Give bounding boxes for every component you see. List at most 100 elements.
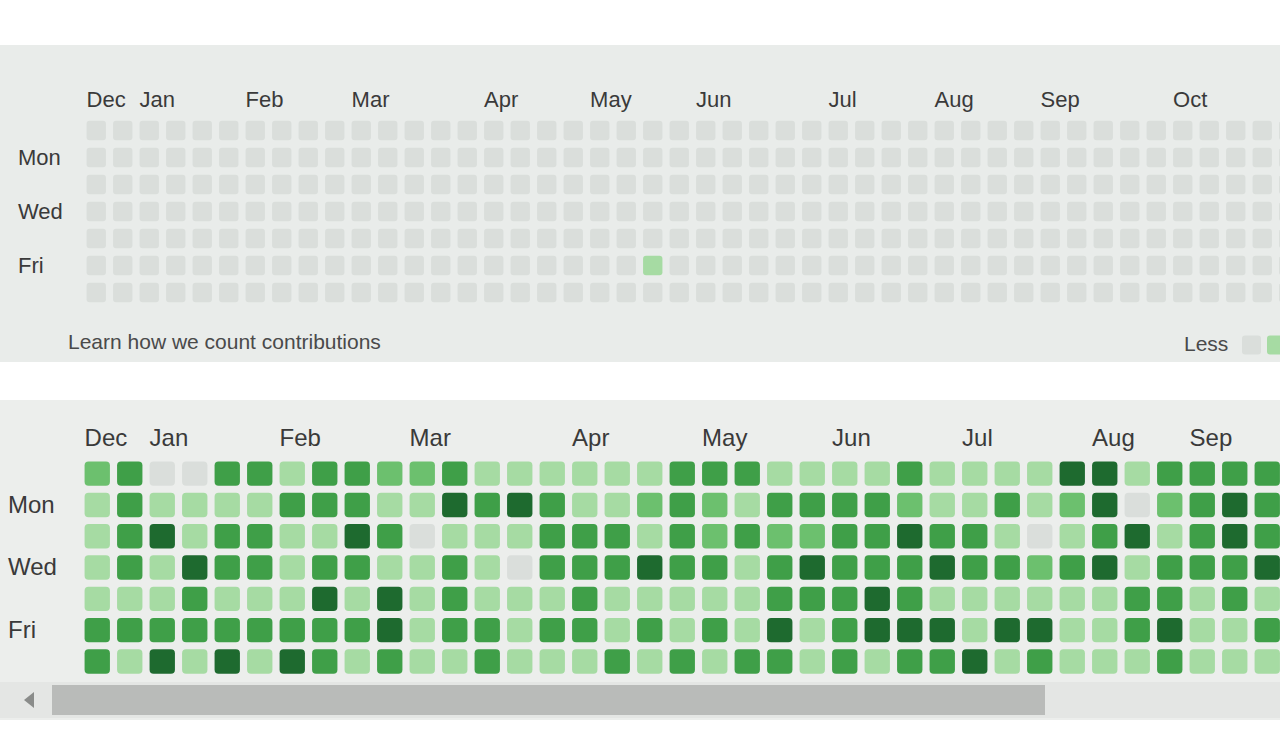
contribution-cell bbox=[1147, 202, 1166, 222]
month-tick: Jun bbox=[696, 87, 731, 112]
contribution-cell bbox=[247, 618, 272, 642]
contribution-cell bbox=[776, 229, 795, 249]
contribution-cell bbox=[1060, 618, 1085, 642]
contribution-cell bbox=[182, 555, 207, 579]
contribution-cell bbox=[537, 229, 556, 249]
contribution-cell bbox=[312, 649, 337, 673]
contribution-cell bbox=[564, 256, 583, 276]
contribution-cell bbox=[767, 555, 792, 579]
contribution-cell bbox=[1060, 555, 1085, 579]
contribution-cell bbox=[484, 229, 503, 249]
scrollbar-track[interactable] bbox=[0, 682, 1280, 718]
contribution-cell bbox=[475, 649, 500, 673]
contribution-cell bbox=[113, 175, 132, 195]
contribution-cell bbox=[507, 649, 532, 673]
contribution-cell bbox=[272, 121, 291, 141]
contribution-cell bbox=[511, 175, 530, 195]
day-label: Mon bbox=[8, 491, 55, 518]
contribution-cell bbox=[377, 524, 402, 548]
contribution-cell bbox=[1255, 555, 1280, 579]
contribution-cell bbox=[1157, 649, 1182, 673]
contribution-cell bbox=[802, 202, 821, 222]
contribution-cell bbox=[1279, 229, 1280, 249]
contribution-cell bbox=[507, 524, 532, 548]
contribution-cell bbox=[1190, 618, 1215, 642]
contribution-cell bbox=[962, 555, 987, 579]
contribution-cell bbox=[1190, 493, 1215, 517]
contribution-cell bbox=[829, 148, 848, 168]
contribution-cell bbox=[962, 524, 987, 548]
contribution-cell bbox=[150, 461, 175, 485]
contribution-cell bbox=[85, 649, 110, 673]
learn-link[interactable]: Learn how we count contributions bbox=[68, 330, 381, 353]
contribution-cell bbox=[995, 461, 1020, 485]
contribution-cell bbox=[670, 148, 689, 168]
contribution-cell bbox=[1092, 555, 1117, 579]
contribution-cell bbox=[150, 618, 175, 642]
contribution-cell bbox=[696, 229, 715, 249]
contribution-cell bbox=[431, 148, 450, 168]
contribution-cell bbox=[696, 175, 715, 195]
month-tick: Apr bbox=[484, 87, 518, 112]
contribution-cell bbox=[590, 256, 609, 276]
contribution-cell bbox=[511, 202, 530, 222]
contribution-cell bbox=[1200, 256, 1219, 276]
scrollbar[interactable] bbox=[0, 682, 1280, 718]
contribution-cell bbox=[696, 148, 715, 168]
contribution-cell bbox=[1094, 175, 1113, 195]
contribution-cell bbox=[140, 283, 159, 303]
contribution-cell bbox=[378, 175, 397, 195]
contribution-cell bbox=[247, 587, 272, 611]
contribution-cell bbox=[670, 229, 689, 249]
contribution-cell bbox=[865, 649, 890, 673]
contribution-cell bbox=[670, 175, 689, 195]
contribution-cell bbox=[405, 175, 424, 195]
day-axis: MonWedFri bbox=[18, 118, 63, 307]
contribution-cell bbox=[735, 618, 760, 642]
month-tick: Sep bbox=[1190, 424, 1233, 451]
contribution-cell bbox=[150, 555, 175, 579]
contribution-cell bbox=[166, 202, 185, 222]
contribution-cell bbox=[1200, 202, 1219, 222]
contribution-cell bbox=[280, 618, 305, 642]
contribution-cell bbox=[670, 493, 695, 517]
contribution-cell bbox=[1222, 461, 1247, 485]
contribution-cell bbox=[865, 618, 890, 642]
contribution-cell bbox=[590, 175, 609, 195]
scrollbar-arrow[interactable] bbox=[24, 692, 34, 708]
contribution-cell bbox=[442, 493, 467, 517]
contribution-cell bbox=[1200, 148, 1219, 168]
contribution-cell bbox=[1253, 175, 1272, 195]
contribution-cell bbox=[537, 148, 556, 168]
contribution-cell bbox=[458, 121, 477, 141]
contribution-cell bbox=[1014, 202, 1033, 222]
contribution-cell bbox=[605, 555, 630, 579]
contribution-cell bbox=[1157, 618, 1182, 642]
contribution-cell bbox=[617, 121, 636, 141]
contribution-cell bbox=[897, 587, 922, 611]
contribution-cell bbox=[723, 229, 742, 249]
contribution-cell bbox=[829, 175, 848, 195]
contribution-cell bbox=[961, 256, 980, 276]
contribution-cell bbox=[113, 121, 132, 141]
contribution-cell bbox=[1125, 493, 1150, 517]
contribution-cell bbox=[299, 202, 318, 222]
contribution-cell bbox=[1190, 461, 1215, 485]
contribution-cell bbox=[1094, 283, 1113, 303]
contribution-cell bbox=[272, 148, 291, 168]
contribution-cell bbox=[1226, 202, 1245, 222]
contribution-cell bbox=[215, 618, 240, 642]
contribution-cell bbox=[219, 148, 238, 168]
day-tick: Fri bbox=[18, 253, 44, 278]
contribution-cell bbox=[1041, 229, 1060, 249]
scrollbar-thumb[interactable] bbox=[52, 685, 1045, 715]
legend-label: Less bbox=[1184, 332, 1228, 355]
contribution-cell bbox=[405, 256, 424, 276]
contribution-cell bbox=[908, 202, 927, 222]
day-tick: Fri bbox=[8, 616, 36, 643]
contribution-cell bbox=[246, 148, 265, 168]
contribution-cell bbox=[150, 587, 175, 611]
month-label: Dec bbox=[87, 87, 126, 112]
contribution-cell bbox=[670, 461, 695, 485]
contribution-cell bbox=[1125, 461, 1150, 485]
